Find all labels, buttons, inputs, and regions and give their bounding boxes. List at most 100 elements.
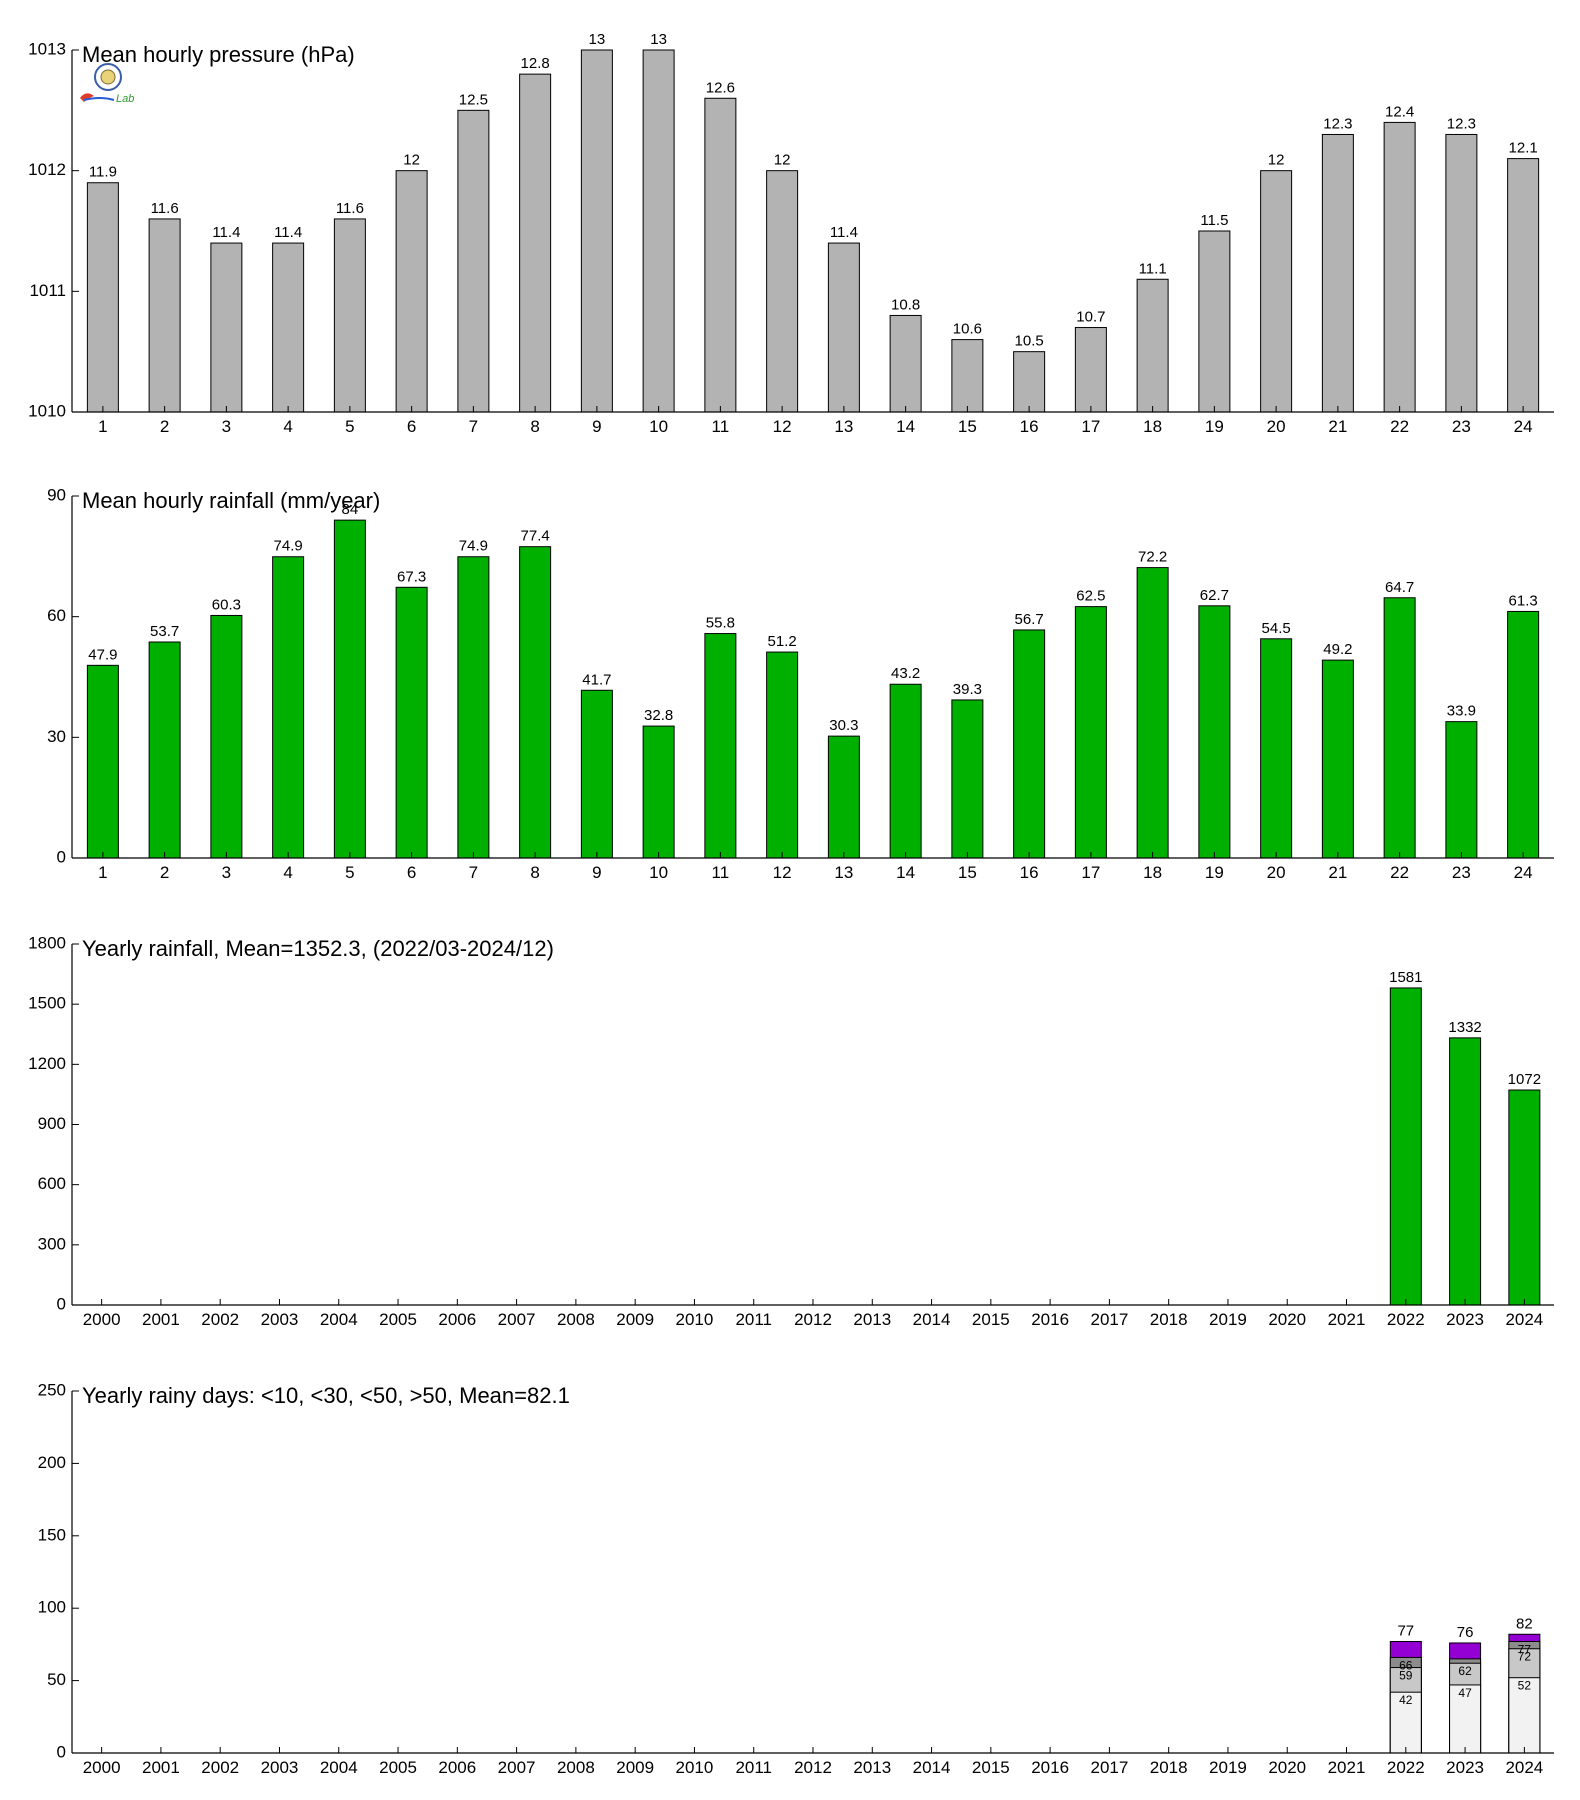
bar-value-label: 47.9 bbox=[88, 646, 117, 663]
y-tick-label: 30 bbox=[47, 727, 66, 746]
x-tick-label: 2010 bbox=[676, 1758, 714, 1777]
bar bbox=[1445, 133, 1478, 413]
segment-value-label: 72 bbox=[1518, 1650, 1532, 1664]
bar bbox=[580, 49, 613, 413]
bar bbox=[148, 218, 181, 413]
x-tick-label: 2020 bbox=[1268, 1758, 1306, 1777]
y-tick-label: 1011 bbox=[29, 281, 66, 300]
y-tick-label: 1013 bbox=[28, 39, 66, 58]
bar-value-label: 10.5 bbox=[1015, 333, 1044, 350]
bar bbox=[519, 73, 552, 413]
x-tick-label: 9 bbox=[592, 863, 601, 882]
x-tick-label: 14 bbox=[896, 417, 915, 436]
bar bbox=[519, 546, 552, 859]
x-tick-label: 15 bbox=[958, 863, 977, 882]
x-tick-label: 2007 bbox=[498, 1758, 536, 1777]
x-tick-label: 19 bbox=[1205, 417, 1224, 436]
lab-logo: Lab bbox=[80, 63, 134, 105]
x-tick-label: 2011 bbox=[735, 1758, 772, 1777]
bar bbox=[457, 109, 490, 413]
x-tick-label: 2020 bbox=[1268, 1310, 1306, 1329]
x-tick-label: 4 bbox=[283, 417, 292, 436]
bar bbox=[704, 97, 737, 413]
x-tick-label: 20 bbox=[1267, 863, 1286, 882]
segment-value-label: 59 bbox=[1399, 1669, 1413, 1683]
bar-value-label: 11.4 bbox=[212, 224, 240, 241]
y-tick-label: 0 bbox=[57, 847, 66, 866]
x-tick-label: 2001 bbox=[142, 1310, 180, 1329]
stacked-segment bbox=[1389, 1691, 1422, 1754]
x-tick-label: 1 bbox=[98, 863, 107, 882]
bar bbox=[86, 182, 119, 413]
y-tick-label: 600 bbox=[38, 1174, 66, 1193]
bar-value-label: 12.5 bbox=[459, 91, 488, 108]
x-tick-label: 4 bbox=[283, 863, 292, 882]
x-tick-label: 2000 bbox=[83, 1758, 121, 1777]
x-tick-label: 2014 bbox=[913, 1758, 951, 1777]
bar-value-label: 11.4 bbox=[274, 224, 302, 241]
bar-value-label: 12 bbox=[774, 152, 791, 169]
bar bbox=[766, 170, 799, 413]
x-tick-label: 2005 bbox=[379, 1758, 417, 1777]
x-tick-label: 17 bbox=[1081, 417, 1100, 436]
x-tick-label: 2015 bbox=[972, 1310, 1010, 1329]
x-tick-label: 2022 bbox=[1387, 1310, 1425, 1329]
chart-rainydays: Yearly rainy days: <10, <30, <50, >50, M… bbox=[38, 1380, 1554, 1777]
chart-yearly: Yearly rainfall, Mean=1352.3, (2022/03-2… bbox=[28, 933, 1554, 1329]
bar bbox=[889, 314, 922, 413]
x-tick-label: 2019 bbox=[1209, 1758, 1247, 1777]
x-tick-label: 2007 bbox=[498, 1310, 536, 1329]
bar bbox=[1507, 610, 1540, 859]
bar bbox=[1074, 606, 1107, 859]
x-tick-label: 7 bbox=[469, 417, 478, 436]
y-tick-label: 150 bbox=[38, 1525, 66, 1544]
x-tick-label: 2024 bbox=[1505, 1310, 1543, 1329]
x-tick-label: 9 bbox=[592, 417, 601, 436]
x-tick-label: 7 bbox=[469, 863, 478, 882]
bar-value-label: 11.6 bbox=[336, 200, 364, 217]
x-tick-label: 2005 bbox=[379, 1310, 417, 1329]
x-tick-label: 2017 bbox=[1090, 1758, 1128, 1777]
bar-value-label: 33.9 bbox=[1447, 703, 1476, 720]
bar bbox=[210, 614, 243, 859]
bars: 11.9 11.6 11.4 11.4 11.6 12 12.5 12.8 13 13 12.6 12… bbox=[86, 31, 1540, 413]
x-tick-label: 3 bbox=[222, 417, 231, 436]
x-tick-label: 2016 bbox=[1031, 1758, 1069, 1777]
x-tick-label: 2013 bbox=[853, 1310, 891, 1329]
x-tick-label: 2003 bbox=[261, 1758, 299, 1777]
segment-value-label: 62 bbox=[1458, 1664, 1472, 1678]
x-tick-label: 23 bbox=[1452, 417, 1471, 436]
bar bbox=[1013, 351, 1046, 413]
bar-value-label: 12.3 bbox=[1323, 115, 1352, 132]
bar-total-label: 82 bbox=[1516, 1615, 1533, 1632]
x-tick-label: 13 bbox=[834, 863, 853, 882]
logo-text: Lab bbox=[116, 93, 134, 105]
bar bbox=[1013, 629, 1046, 859]
bar bbox=[827, 735, 860, 859]
x-tick-label: 8 bbox=[530, 863, 539, 882]
bar bbox=[210, 242, 243, 413]
x-tick-label: 19 bbox=[1205, 863, 1224, 882]
bar bbox=[395, 586, 428, 859]
x-tick-label: 2018 bbox=[1150, 1758, 1188, 1777]
bar bbox=[580, 689, 613, 859]
bar-value-label: 13 bbox=[589, 31, 606, 48]
bar bbox=[827, 242, 860, 413]
x-axis: 2000 2001 2002 2003 2004 2005 2006 2007 2008 2009… bbox=[83, 1747, 1543, 1777]
bar bbox=[1508, 1089, 1541, 1306]
bar-value-label: 84 bbox=[342, 501, 359, 518]
y-tick-label: 200 bbox=[38, 1453, 66, 1472]
bar bbox=[1383, 121, 1416, 413]
bar-value-label: 12.3 bbox=[1447, 115, 1476, 132]
x-tick-label: 17 bbox=[1081, 863, 1100, 882]
bar-value-label: 41.7 bbox=[582, 671, 611, 688]
x-tick-label: 1 bbox=[98, 417, 107, 436]
segment-value-label: 66 bbox=[1399, 1658, 1413, 1672]
x-tick-label: 2023 bbox=[1446, 1758, 1484, 1777]
x-tick-label: 2006 bbox=[438, 1310, 476, 1329]
chart-title: Mean hourly pressure (hPa) bbox=[82, 42, 355, 67]
x-tick-label: 2009 bbox=[616, 1758, 654, 1777]
bar-value-label: 43.2 bbox=[891, 665, 920, 682]
bar-value-label: 11.5 bbox=[1200, 212, 1228, 229]
bar bbox=[951, 699, 984, 859]
